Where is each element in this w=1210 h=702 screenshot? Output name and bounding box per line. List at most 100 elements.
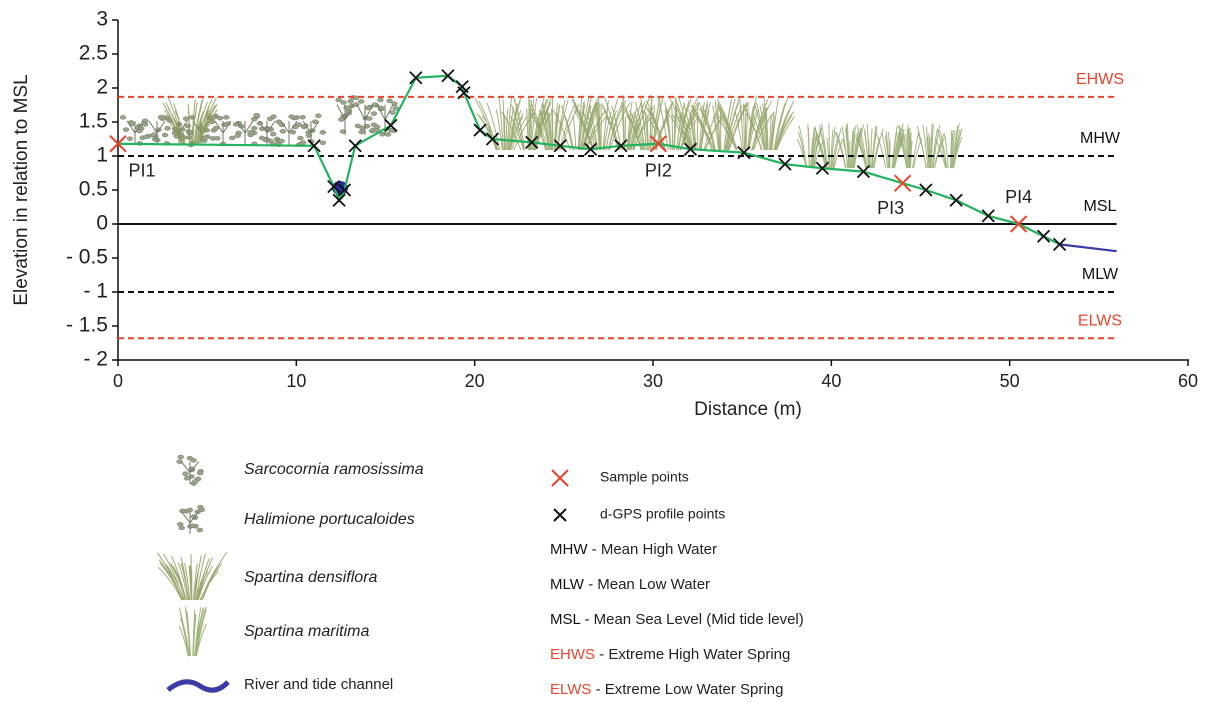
shrub-leaf [228,135,236,141]
gps-point [409,71,423,85]
shrub-stem [180,461,200,484]
shrub-leaf [352,95,360,101]
grass-tuft [934,123,963,169]
legend-abbr: MSL [550,611,581,628]
x-axis-label: Distance (m) [694,399,802,420]
gps-point [457,86,471,100]
y-tick-label: 2.5 [79,42,108,65]
shrub-stem [236,120,254,145]
sample-label: PI2 [645,161,672,181]
legend-label: River and tide channel [244,676,393,693]
gps-point [683,142,698,156]
gps-point [815,161,830,175]
shrub-leaf [189,523,196,528]
legend-label: Sample points [600,469,689,485]
shrub-leaf [389,110,396,115]
legend-abbreviation: ELWS - Extreme Low Water Spring [550,681,783,698]
shrub-leaf [370,111,378,116]
gps-point [856,165,871,179]
gps-point [348,139,362,153]
shrub-leaf [253,112,260,118]
shrub-leaf [247,130,254,135]
gps-point [307,139,321,153]
x-tick-label: 50 [1000,371,1020,391]
x-tick-label: 0 [113,371,123,391]
shrub-leaf [176,459,183,464]
shrub-stem [258,120,276,145]
shrub-leaf [119,115,127,120]
shrub-leaf [358,129,365,135]
shrub-leaf [183,475,191,481]
legend-abbr: MHW [550,541,588,558]
legend-abbr: EHWS [550,646,595,663]
shrub-leaf [279,129,287,134]
shrub-stem [180,511,200,534]
gps-point [337,183,352,197]
vegetation-drawing [119,94,963,169]
y-tick-label: 2 [96,76,108,99]
shrub-leaf [278,138,285,144]
gps-point [778,157,792,171]
grass-tuft [875,123,906,169]
sample-point [1009,215,1028,233]
species-label: Halimione portucaloides [244,511,415,528]
shrub-leaf [319,130,327,135]
legend-description: - Extreme High Water Spring [599,646,790,663]
sample-label: PI3 [877,198,904,218]
sample-point [649,135,668,153]
shrub-leaf [340,100,347,105]
shrub-stem [148,120,166,145]
shrub-leaf [299,114,306,120]
x-tick-label: 10 [286,371,306,391]
y-tick-label: - 0.5 [66,246,108,269]
shrub-leaf [196,470,204,476]
shrub-stem [126,120,144,145]
shrub-leaf [214,136,221,141]
gps-point [553,139,567,153]
shrub-leaf [190,458,197,463]
grass-tuft [571,96,631,151]
shrub-leaf [182,471,189,476]
shrub-leaf [126,136,134,141]
legend-label: d-GPS profile points [600,506,725,522]
shrub-leaf [157,115,165,120]
legend-description: - Mean High Water [592,541,717,558]
reference-label: MHW [1080,130,1121,147]
grass-tuft [797,124,824,169]
shrub-leaf [371,102,379,107]
grass-tuft [916,123,945,169]
reference-label: MSL [1084,198,1117,215]
sample-point [109,135,127,153]
grass-tuft [162,95,218,146]
gps-point [441,69,455,83]
shrub-stem [214,120,232,145]
legend-description: - Mean Sea Level (Mid tide level) [584,611,803,628]
shrub-leaf [258,135,266,141]
y-tick-label: 0.5 [79,178,108,201]
shrub-leaf [198,507,206,513]
gps-point [485,132,500,146]
sample-point [893,174,912,192]
shrub-leaf [182,116,190,121]
shrub-leaf [377,97,384,103]
shrub-leaf [315,113,322,119]
y-tick-label: - 1.5 [66,314,108,337]
sample-label: PI1 [128,161,155,181]
x-tick-label: 40 [821,371,841,391]
legend-abbr: MLW [550,576,585,593]
species-label: Spartina maritima [244,623,369,640]
shrub-leaf [223,115,230,120]
channel-line [1059,243,1117,253]
gps-point [332,193,346,207]
shrub-leaf [386,98,393,104]
shrub-leaf [141,122,149,127]
x-tick-label: 30 [643,371,663,391]
legend-marker [551,469,569,487]
gps-point [614,139,628,153]
shrub-leaf [196,527,204,533]
shrub-leaf [347,99,354,104]
gps-point [1036,229,1051,243]
shrub-leaf [150,132,158,137]
gps-point [473,123,487,137]
grass-tuft [742,95,795,151]
